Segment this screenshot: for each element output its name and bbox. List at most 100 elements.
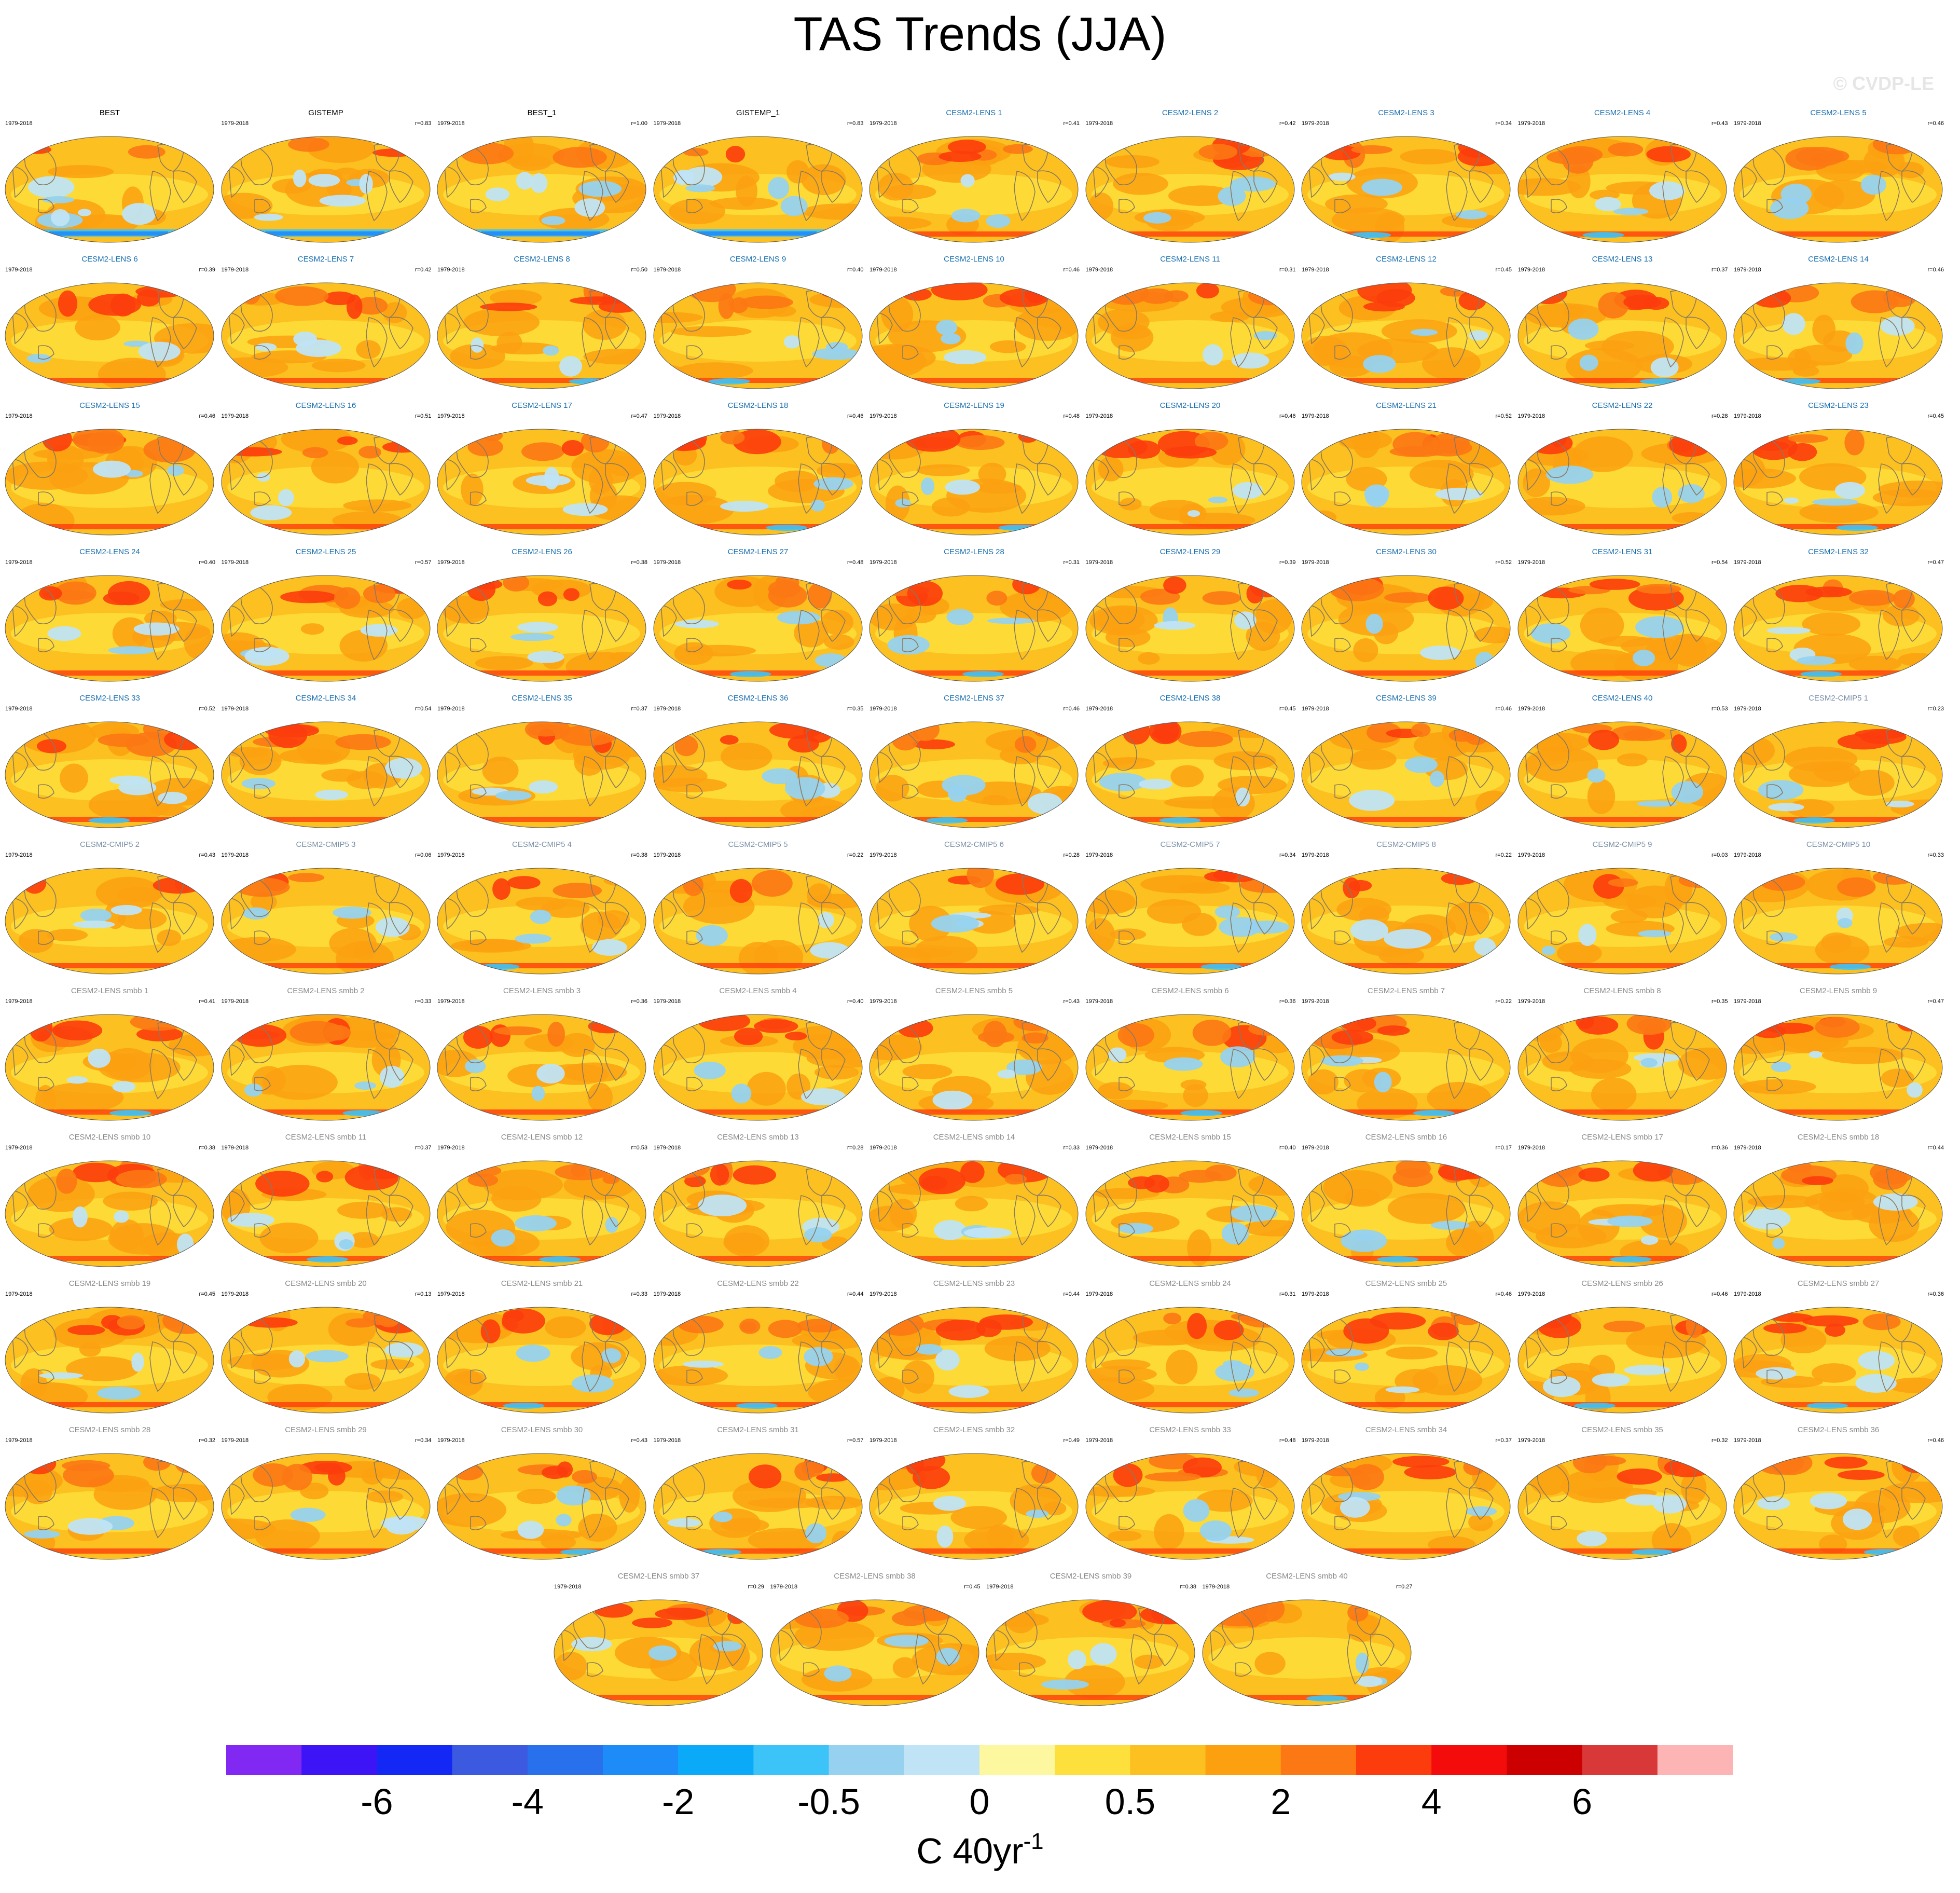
panel-title: CESM2-LENS smbb 39 bbox=[1050, 1572, 1132, 1581]
panel-period: 1979-2018 bbox=[1517, 1145, 1545, 1151]
map-plot bbox=[1301, 429, 1511, 536]
map-panel: CESM2-LENS 13 1979-2018 r=0.37 bbox=[1515, 255, 1730, 402]
map-plot bbox=[869, 575, 1079, 682]
panel-correlation: r=0.83 bbox=[847, 120, 864, 127]
panel-title: CESM2-LENS 6 bbox=[81, 255, 138, 264]
map-plot bbox=[437, 282, 646, 389]
panel-period: 1979-2018 bbox=[653, 998, 681, 1005]
panel-title: CESM2-LENS 5 bbox=[1810, 108, 1867, 117]
panel-title: CESM2-LENS smbb 11 bbox=[285, 1133, 367, 1142]
panel-period: 1979-2018 bbox=[5, 852, 33, 858]
colorbar-swatch bbox=[1507, 1745, 1583, 1775]
panel-correlation: r=0.31 bbox=[1279, 267, 1296, 273]
panel-title: CESM2-LENS 20 bbox=[1160, 401, 1221, 410]
panel-correlation: r=0.48 bbox=[1279, 1437, 1296, 1444]
panel-correlation: r=0.36 bbox=[1711, 1145, 1728, 1151]
map-panel: CESM2-LENS 29 1979-2018 r=0.39 bbox=[1083, 548, 1298, 694]
map-panel: CESM2-LENS 16 1979-2018 r=0.51 bbox=[218, 402, 434, 548]
panel-period: 1979-2018 bbox=[5, 1291, 33, 1297]
colorbar-swatch bbox=[226, 1745, 302, 1775]
panel-correlation: r=0.43 bbox=[1711, 120, 1728, 127]
map-plot bbox=[653, 1307, 862, 1414]
colorbar bbox=[226, 1745, 1733, 1775]
panel-period: 1979-2018 bbox=[1734, 852, 1761, 858]
map-panel: CESM2-LENS smbb 17 1979-2018 r=0.36 bbox=[1515, 1133, 1730, 1280]
panel-correlation: r=0.40 bbox=[199, 559, 216, 566]
panel-correlation: r=0.46 bbox=[1927, 267, 1944, 273]
panel-title: CESM2-LENS smbb 28 bbox=[68, 1425, 151, 1434]
panel-title: CESM2-CMIP5 4 bbox=[512, 840, 572, 849]
map-panel: CESM2-LENS 38 1979-2018 r=0.45 bbox=[1083, 694, 1298, 841]
map-plot bbox=[5, 282, 214, 389]
map-panel: CESM2-LENS smbb 11 1979-2018 r=0.37 bbox=[218, 1133, 434, 1280]
panel-correlation: r=0.28 bbox=[1063, 852, 1080, 858]
map-panel: CESM2-LENS 21 1979-2018 r=0.52 bbox=[1299, 402, 1514, 548]
panel-correlation: r=0.46 bbox=[1279, 413, 1296, 419]
panel-title: CESM2-LENS smbb 2 bbox=[287, 986, 365, 995]
map-panel: CESM2-LENS 30 1979-2018 r=0.52 bbox=[1299, 548, 1514, 694]
map-panel: CESM2-LENS smbb 25 1979-2018 r=0.46 bbox=[1299, 1280, 1514, 1426]
panel-title: CESM2-LENS smbb 19 bbox=[68, 1279, 151, 1288]
map-plot bbox=[1733, 282, 1943, 389]
map-plot bbox=[869, 721, 1079, 828]
map-panel: CESM2-LENS smbb 32 1979-2018 r=0.49 bbox=[866, 1426, 1082, 1572]
panel-correlation: r=0.41 bbox=[1063, 120, 1080, 127]
panel-period: 1979-2018 bbox=[5, 1437, 33, 1444]
map-plot bbox=[437, 1014, 646, 1121]
map-plot bbox=[1301, 868, 1511, 975]
panel-title: CESM2-LENS 1 bbox=[946, 108, 1002, 117]
panel-correlation: r=0.43 bbox=[631, 1437, 648, 1444]
panel-title: CESM2-LENS 33 bbox=[79, 694, 140, 703]
panel-correlation: r=0.22 bbox=[1495, 852, 1512, 858]
panel-correlation: r=0.52 bbox=[1495, 413, 1512, 419]
map-panel: CESM2-LENS smbb 27 1979-2018 r=0.36 bbox=[1731, 1280, 1946, 1426]
colorbar-swatch bbox=[301, 1745, 377, 1775]
panel-title: CESM2-LENS smbb 4 bbox=[719, 986, 797, 995]
panel-period: 1979-2018 bbox=[1302, 559, 1329, 566]
panel-correlation: r=0.03 bbox=[1711, 852, 1728, 858]
panel-period: 1979-2018 bbox=[1085, 706, 1113, 712]
map-panel: CESM2-LENS 9 1979-2018 r=0.40 bbox=[651, 255, 866, 402]
map-plot bbox=[869, 1307, 1079, 1414]
panel-correlation: r=0.38 bbox=[631, 559, 648, 566]
panel-period: 1979-2018 bbox=[221, 559, 249, 566]
map-plot bbox=[653, 1453, 862, 1560]
map-plot bbox=[1517, 1307, 1727, 1414]
panel-title: CESM2-LENS 19 bbox=[944, 401, 1004, 410]
panel-title: CESM2-LENS smbb 17 bbox=[1581, 1133, 1663, 1142]
map-panel: CESM2-LENS smbb 39 1979-2018 r=0.38 bbox=[983, 1572, 1198, 1719]
panel-title: CESM2-LENS 10 bbox=[944, 255, 1004, 264]
panel-period: 1979-2018 bbox=[1302, 267, 1329, 273]
map-panel: CESM2-CMIP5 3 1979-2018 r=0.06 bbox=[218, 841, 434, 987]
panel-title: CESM2-LENS smbb 31 bbox=[717, 1425, 799, 1434]
panel-title: CESM2-LENS smbb 35 bbox=[1581, 1425, 1663, 1434]
map-plot bbox=[869, 1453, 1079, 1560]
map-panel: CESM2-LENS smbb 28 1979-2018 r=0.32 bbox=[2, 1426, 217, 1572]
colorbar-swatch bbox=[1205, 1745, 1281, 1775]
map-panel: BEST_1 1979-2018 r=1.00 bbox=[434, 109, 650, 255]
map-plot bbox=[1301, 1307, 1511, 1414]
panel-period: 1979-2018 bbox=[1734, 267, 1761, 273]
panel-period: 1979-2018 bbox=[1085, 413, 1113, 419]
map-panel: CESM2-LENS 37 1979-2018 r=0.46 bbox=[866, 694, 1082, 841]
map-panel: CESM2-LENS 32 1979-2018 r=0.47 bbox=[1731, 548, 1946, 694]
map-plot bbox=[653, 868, 862, 975]
panel-period: 1979-2018 bbox=[1734, 998, 1761, 1005]
panel-correlation: r=0.38 bbox=[199, 1145, 216, 1151]
colorbar-swatch bbox=[452, 1745, 528, 1775]
map-plot bbox=[653, 1014, 862, 1121]
panel-correlation: r=0.35 bbox=[847, 706, 864, 712]
map-panel: CESM2-LENS smbb 35 1979-2018 r=0.32 bbox=[1515, 1426, 1730, 1572]
panel-title: GISTEMP_1 bbox=[736, 108, 780, 117]
map-plot bbox=[1085, 1014, 1294, 1121]
panel-correlation: r=0.46 bbox=[1063, 706, 1080, 712]
panel-title: CESM2-LENS smbb 6 bbox=[1151, 986, 1229, 995]
panel-period: 1979-2018 bbox=[221, 998, 249, 1005]
panel-correlation: r=0.37 bbox=[1495, 1437, 1512, 1444]
colorbar-tick-label: 0 bbox=[969, 1781, 990, 1822]
panel-correlation: r=0.40 bbox=[1279, 1145, 1296, 1151]
map-panel: CESM2-LENS 31 1979-2018 r=0.54 bbox=[1515, 548, 1730, 694]
panel-period: 1979-2018 bbox=[5, 559, 33, 566]
panel-correlation: r=0.29 bbox=[748, 1584, 765, 1590]
map-panel: CESM2-LENS smbb 1 1979-2018 r=0.41 bbox=[2, 987, 217, 1133]
